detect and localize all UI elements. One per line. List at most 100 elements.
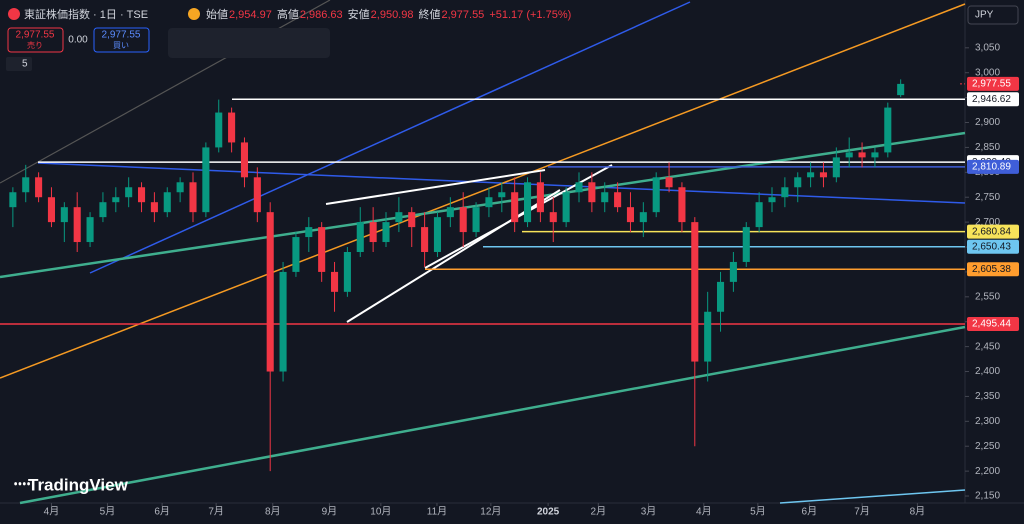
candle-body [163, 192, 171, 213]
candle-body [768, 197, 776, 203]
x-tick-label: 5月 [100, 506, 116, 518]
level-tag [967, 224, 1019, 239]
candle-body [421, 227, 429, 252]
candle-body [691, 222, 699, 362]
candle-body [536, 182, 544, 213]
title: 東証株価指数 · 1日 · TSE [24, 7, 148, 21]
candle-body [781, 187, 789, 198]
change: +51.17 (+1.75%) [489, 9, 571, 21]
candle-body [47, 197, 56, 223]
candle-body [189, 182, 197, 213]
candle-body [729, 261, 737, 282]
candle-body [99, 202, 107, 218]
buy-price: 2,977.55 [102, 30, 141, 41]
candle-body [240, 142, 249, 178]
candle-body [523, 182, 532, 223]
candle-body [279, 271, 287, 372]
sell-button[interactable] [7, 27, 64, 53]
y-tick-label: 2,350 [975, 391, 1000, 402]
candle-body [742, 227, 750, 262]
sell-label: 売り [27, 40, 43, 50]
currency-button[interactable] [967, 5, 1019, 25]
candle-body [202, 147, 210, 213]
brand-logo: ᠁ [10, 475, 30, 494]
ohlc-label: 始値 [206, 7, 228, 21]
buy-button[interactable] [93, 27, 150, 53]
candle-body [897, 83, 905, 96]
trend-line [19, 325, 966, 505]
x-tick-label: 8月 [910, 506, 926, 518]
ohlc-value: 2,986.63 [300, 9, 343, 21]
candle-body [819, 172, 828, 178]
trend-line [325, 169, 546, 205]
x-tick-label: 10月 [370, 506, 391, 518]
y-tick-label: 2,300 [975, 416, 1000, 427]
sell-price: 2,977.55 [16, 30, 55, 41]
drawing-toolbar[interactable] [168, 28, 330, 58]
ohlc-label: 終値 [418, 7, 440, 21]
x-tick-label: 7月 [854, 506, 870, 518]
candle-body [807, 172, 815, 178]
level-tag [967, 239, 1019, 254]
candle-body [137, 187, 146, 203]
indicator-toggle[interactable] [6, 57, 32, 71]
candle-body [678, 187, 686, 223]
x-tick-label: 4月 [696, 506, 712, 518]
candle-body [228, 112, 236, 143]
candle-body [266, 212, 274, 372]
candle-body [794, 177, 802, 188]
candle-body [9, 192, 17, 208]
candle-body [382, 222, 390, 243]
y-tick-label: 2,900 [975, 117, 1000, 128]
x-tick-label: 6月 [802, 506, 818, 518]
candle-body [330, 271, 339, 292]
x-tick-label: 12月 [480, 506, 501, 518]
x-tick-label: 11月 [427, 506, 447, 518]
y-tick-label: 2,700 [975, 217, 1000, 228]
candle-body [639, 212, 647, 223]
candle-body [343, 251, 351, 292]
plot: 2,1502,2002,2502,3002,3502,4002,4502,500… [0, 42, 1019, 518]
candle-body [858, 152, 866, 158]
y-tick-label: 2,200 [975, 466, 1000, 477]
candle-body [395, 212, 403, 223]
brand: TradingView [28, 475, 129, 494]
y-tick-label: 2,400 [975, 366, 1000, 377]
ohlc-value: 2,954.97 [229, 9, 272, 21]
trend-line [89, 1, 691, 274]
candle-body [832, 157, 840, 178]
trend-line [0, 131, 966, 279]
ohlc-label: 高値 [277, 7, 299, 21]
candle-body [614, 192, 622, 208]
candle-body [125, 187, 133, 198]
candle-body [549, 212, 557, 223]
candle-body [433, 217, 442, 252]
x-tick-label: 8月 [265, 506, 281, 518]
ohlc-header: 始値 2,954.97 高値 2,986.63 安値 2,950.98 終値 2,977.55 [206, 7, 484, 21]
level-tag [967, 262, 1019, 277]
symbol-icon [8, 8, 20, 20]
candle-body [871, 152, 879, 158]
candle-body [884, 107, 892, 153]
level-label: 2,605.38 [972, 264, 1011, 275]
candle-body [318, 227, 326, 272]
candle-body [112, 197, 120, 203]
candle-body [472, 207, 480, 233]
level-label: 2,977.55 [972, 79, 1011, 90]
x-tick-label: 4月 [44, 506, 60, 518]
candle-body [35, 177, 43, 198]
candle-body [305, 227, 313, 238]
candle-body [588, 182, 596, 203]
ohlc-value: 2,950.98 [371, 9, 414, 21]
level-label: 2,495.44 [972, 319, 1011, 330]
level-tag [967, 92, 1019, 107]
candle-body [150, 202, 158, 213]
level-tag [967, 76, 1019, 91]
candle-body [498, 192, 506, 198]
candle-body [176, 182, 184, 193]
candle-body [356, 222, 364, 252]
candle-body [601, 192, 609, 203]
x-tick-label: 2月 [591, 506, 607, 518]
candle-body [459, 207, 467, 233]
